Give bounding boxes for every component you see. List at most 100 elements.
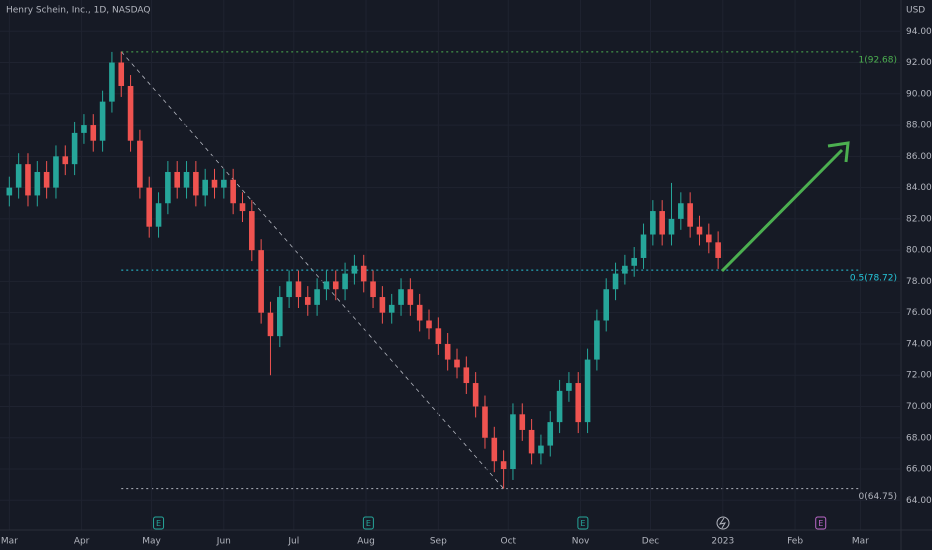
candle-body	[258, 250, 264, 313]
y-tick-label: 84.00	[906, 183, 932, 193]
candle-body	[566, 383, 572, 391]
candle-body	[360, 265, 367, 282]
candle-body	[34, 171, 41, 196]
candle-body	[370, 281, 376, 298]
x-tick-label: Aug	[357, 537, 375, 547]
candle-body	[463, 367, 470, 384]
candle-body	[715, 242, 721, 258]
candle-body	[295, 281, 302, 298]
y-tick-label: 72.00	[906, 371, 932, 381]
candle-body	[81, 125, 87, 133]
candle-body	[650, 211, 656, 235]
y-tick-label: 78.00	[906, 277, 932, 287]
fib-label: 0(64.75)	[858, 492, 897, 502]
candle-body	[510, 414, 516, 470]
candle-body	[99, 101, 106, 141]
x-tick-label: Sep	[430, 537, 447, 547]
candle-body	[146, 187, 153, 227]
candle-body	[454, 359, 460, 368]
y-tick-label: 86.00	[906, 152, 932, 162]
x-tick-label: Mar	[1, 537, 18, 547]
candle-body	[622, 265, 628, 274]
candle-body	[687, 203, 693, 227]
candle-body	[118, 62, 125, 86]
x-tick-label: Mar	[852, 537, 869, 547]
candle-body	[53, 156, 59, 188]
candle-body	[678, 203, 684, 219]
candle-body	[249, 211, 255, 251]
chart-title: Henry Schein, Inc., 1D, NASDAQ	[6, 6, 150, 16]
candle-body	[351, 265, 358, 274]
candle-body	[314, 289, 320, 305]
candle-body	[15, 164, 22, 188]
y-tick-label: 80.00	[906, 246, 932, 256]
event-icon	[362, 516, 374, 530]
candle-body	[183, 171, 190, 188]
candle-body	[668, 218, 675, 235]
candle-body	[211, 179, 218, 188]
y-tick-label: 74.00	[906, 339, 932, 349]
candle-body	[528, 429, 535, 454]
candle-body	[491, 437, 498, 462]
candle-body	[631, 257, 637, 266]
candle-body	[594, 320, 600, 360]
candle-body	[584, 359, 591, 423]
x-tick-label: Dec	[642, 537, 659, 547]
candle-body	[174, 171, 180, 188]
candle-body	[202, 179, 208, 196]
candle-body	[90, 125, 97, 141]
candle-body	[416, 304, 423, 321]
candle-body	[482, 406, 488, 438]
candle-body	[556, 390, 563, 423]
y-tick-label: 88.00	[906, 121, 932, 131]
x-tick-label: 2023	[711, 537, 734, 547]
fib-label: 1(92.68)	[858, 55, 897, 65]
candle-body	[323, 281, 330, 290]
candle-body	[388, 304, 395, 313]
x-tick-label: Jul	[287, 537, 299, 547]
candle-body	[304, 297, 311, 305]
candle-body	[500, 461, 507, 470]
candle-body	[332, 281, 339, 290]
candle-body	[640, 234, 647, 258]
candle-body	[538, 445, 544, 454]
dividend-icon	[716, 516, 730, 530]
y-tick-label: 70.00	[906, 402, 932, 412]
candle-body	[137, 140, 143, 188]
event-label: E	[156, 519, 161, 528]
candle-body	[43, 171, 50, 188]
candle-body	[62, 156, 69, 165]
candle-body	[547, 422, 554, 446]
candle-body	[398, 289, 404, 305]
candle-body	[71, 132, 78, 165]
candle-body	[6, 187, 13, 196]
candle-body	[575, 383, 582, 423]
fib-label: 0.5(78.72)	[850, 274, 897, 284]
x-tick-label: Oct	[501, 537, 517, 547]
currency: USD	[906, 6, 925, 16]
candle-body	[165, 171, 171, 204]
event-label: E	[580, 519, 585, 528]
event-icon	[815, 516, 827, 530]
candle-body	[659, 211, 665, 235]
y-tick-label: 82.00	[906, 214, 932, 224]
y-tick-label: 90.00	[906, 89, 932, 99]
x-tick-label: Jun	[216, 537, 231, 547]
candle-body	[696, 226, 703, 235]
candle-body	[109, 62, 115, 102]
y-tick-label: 64.00	[906, 496, 932, 506]
candle-body	[267, 312, 274, 337]
candle-body	[221, 179, 227, 188]
candle-body	[472, 383, 479, 407]
candle-body	[342, 273, 348, 290]
y-tick-label: 94.00	[906, 27, 932, 37]
event-icon	[153, 516, 165, 530]
projection-arrow	[720, 148, 844, 273]
candle-body	[230, 179, 236, 204]
candle-body	[706, 234, 712, 243]
candle-body	[426, 320, 432, 329]
x-tick-label: May	[142, 537, 161, 547]
arrow-head	[827, 141, 850, 163]
candle-body	[603, 289, 610, 321]
